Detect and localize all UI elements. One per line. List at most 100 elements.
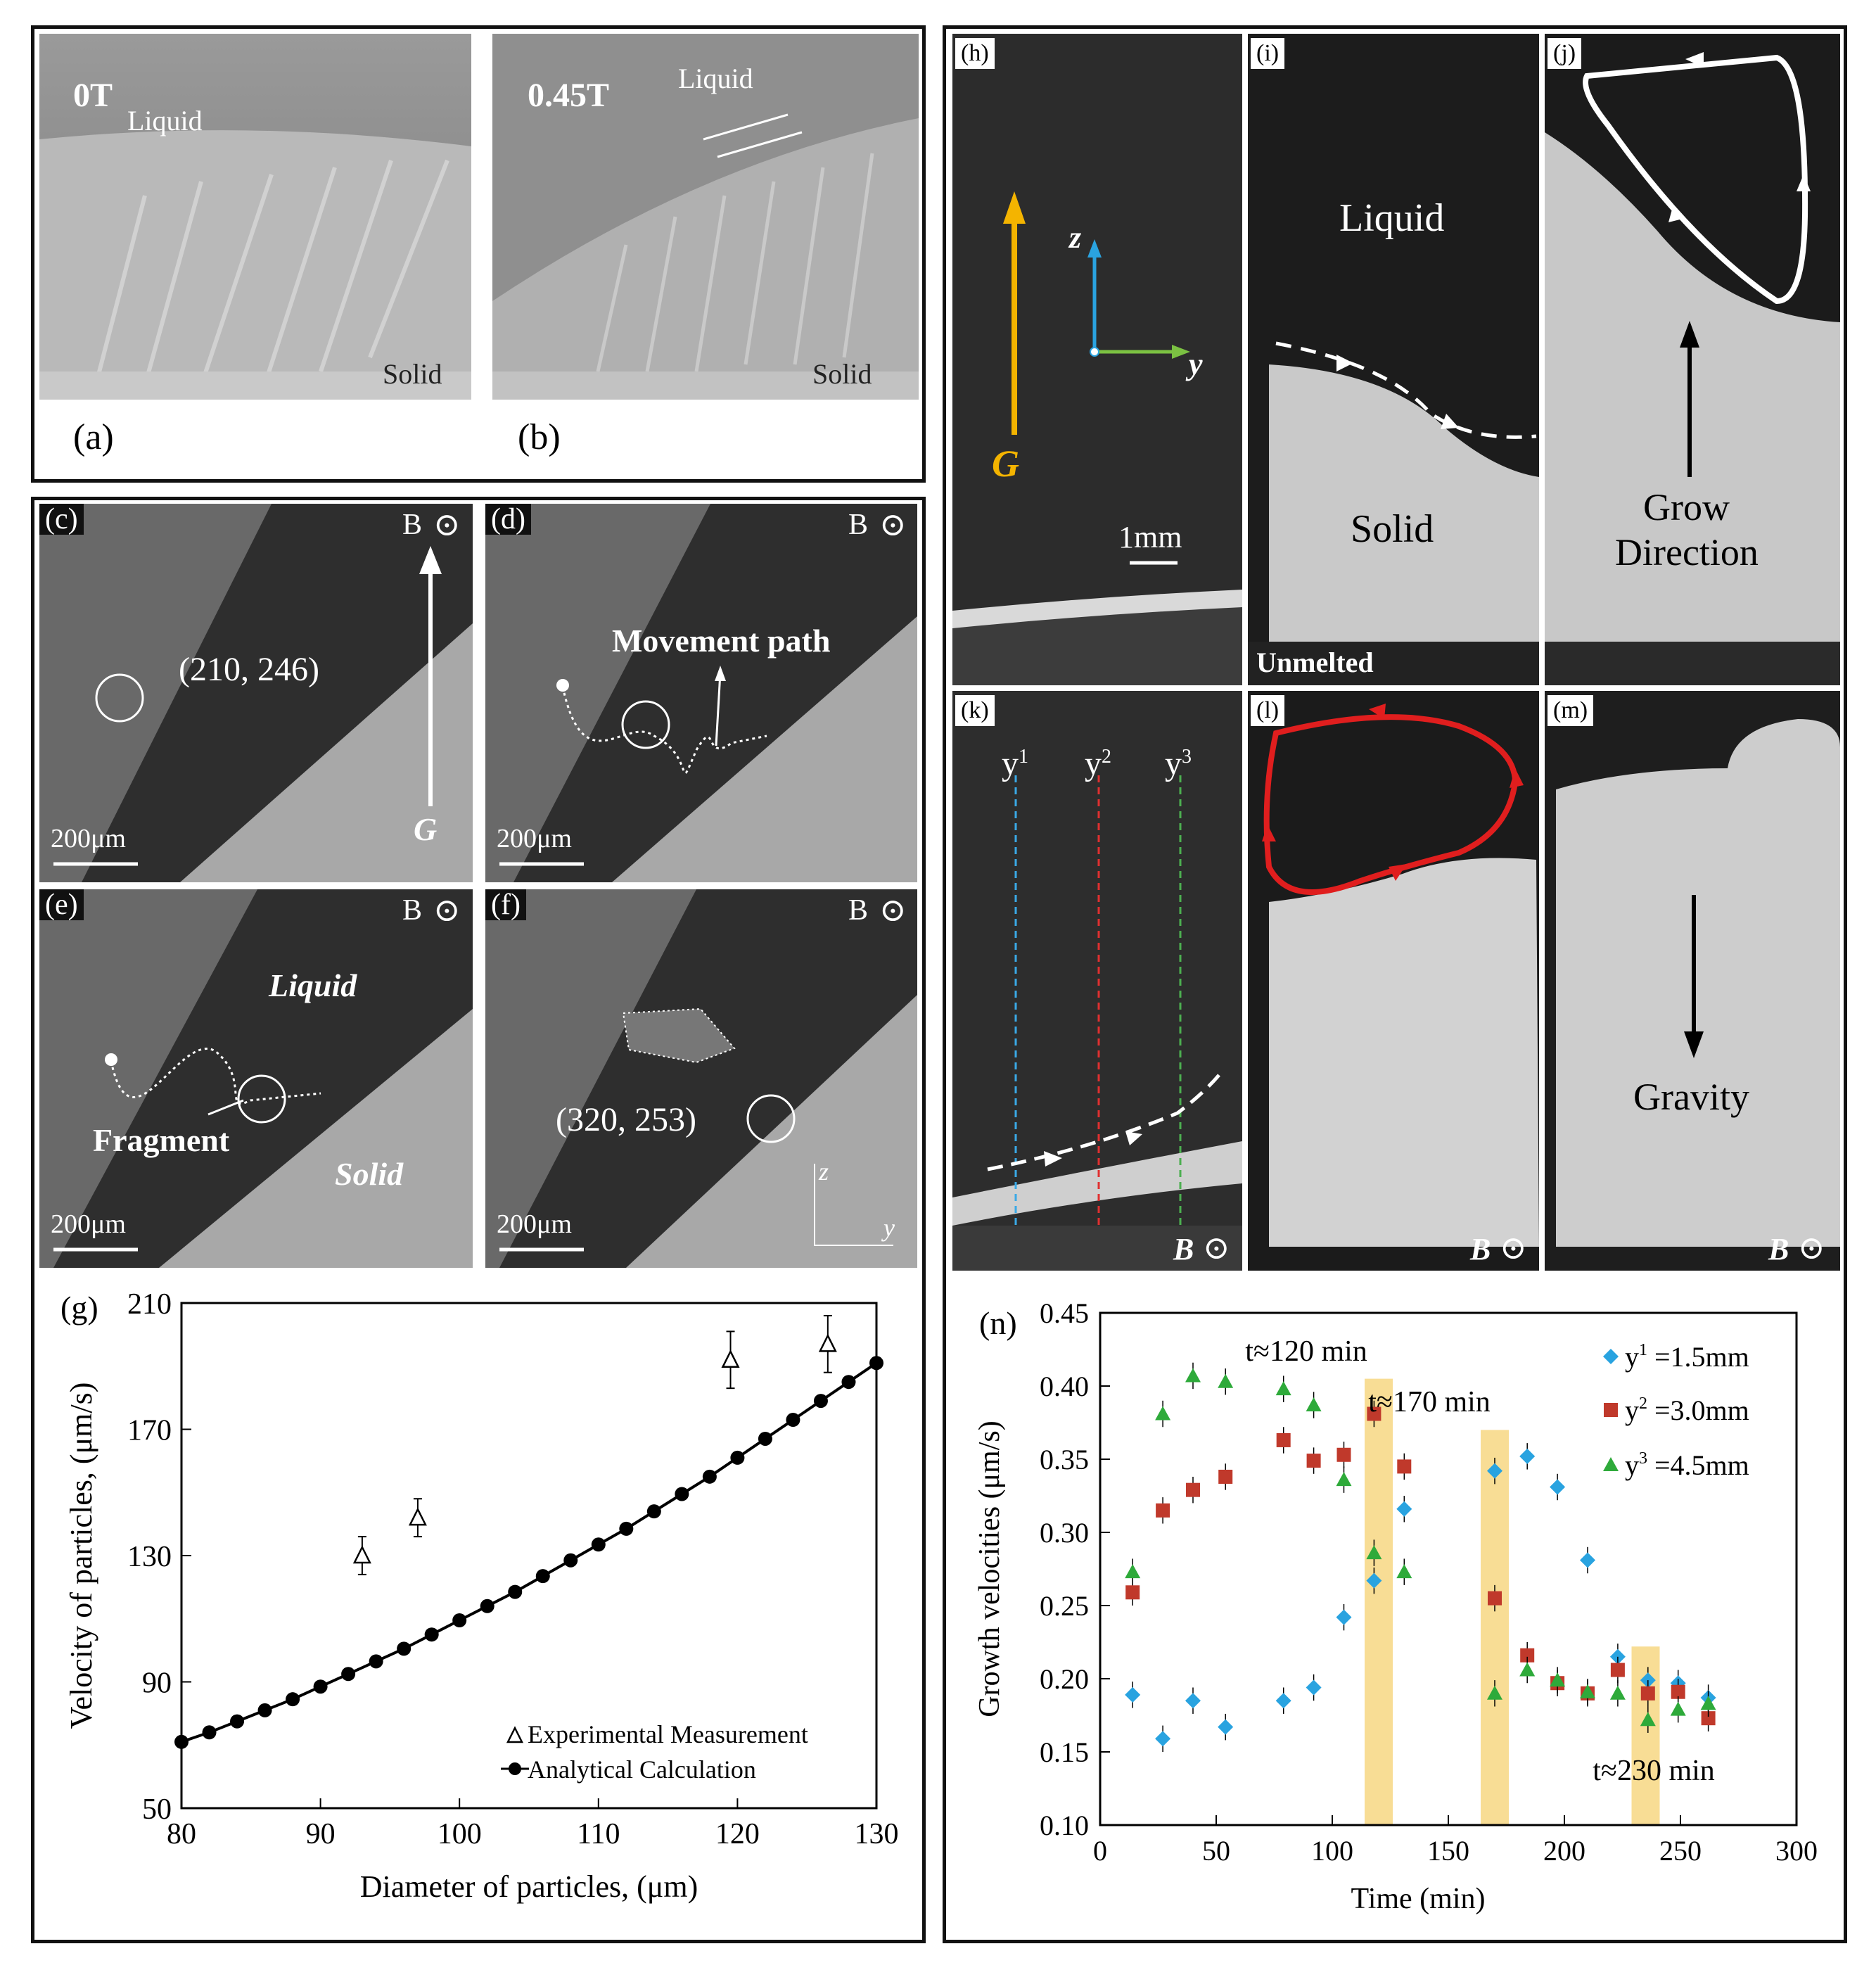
chart-n-y-tick-label: 0.45: [1040, 1297, 1089, 1329]
panel-l-b-symbol-icon: ⊙: [1500, 1230, 1527, 1266]
panel-c-scale: 200μm: [51, 824, 126, 853]
chart-n-x-tick-label: 300: [1775, 1835, 1818, 1867]
chart-n-legend-y2: y2 =3.0mm: [1625, 1394, 1749, 1426]
panel-e-liquid-label: Liquid: [269, 967, 357, 1003]
chart-n-y1-point: [1185, 1693, 1201, 1709]
panel-a-label: (a): [73, 417, 114, 457]
panel-d-b-field: B: [848, 509, 869, 541]
chart-n-x-tick-label: 250: [1659, 1835, 1702, 1867]
chart-g-calc-point: [341, 1667, 356, 1682]
chart-g-y-tick-label: 130: [127, 1541, 172, 1573]
panel-e-solid-label: Solid: [335, 1156, 404, 1192]
panel-e-image: (e) B ⊙ Liquid Fragment Solid 200μm: [39, 889, 473, 1268]
chart-g-x-tick-label: 90: [306, 1818, 336, 1850]
chart-g-y-tick-label: 170: [127, 1415, 172, 1447]
chart-g-calc-point: [675, 1487, 689, 1501]
chart-n-x-tick-label: 100: [1311, 1835, 1353, 1867]
chart-n-y-tick-label: 0.40: [1040, 1371, 1089, 1402]
chart-g-calc-point: [730, 1450, 745, 1465]
panel-c-micrograph: [39, 504, 473, 882]
chart-g-calc-point: [452, 1613, 467, 1627]
chart-g-legend-calc: Analytical Calculation: [528, 1755, 756, 1784]
chart-g-calc-point: [202, 1725, 217, 1740]
panel-f-label: (f): [485, 889, 526, 920]
panel-i-unmelted-label: Unmelted: [1256, 647, 1374, 678]
chart-n-y-tick-label: 0.30: [1040, 1517, 1089, 1549]
chart-g-calc-point: [841, 1375, 856, 1390]
chart-g-calc-point: [174, 1734, 189, 1749]
panel-m-gravity-label: Gravity: [1633, 1076, 1749, 1118]
chart-n-y2-point: [1276, 1432, 1291, 1447]
chart-n-y3-point: [1487, 1685, 1502, 1700]
panel-d-micrograph: [485, 504, 917, 882]
panel-b-field-label: 0.45T: [528, 77, 610, 114]
chart-g-panel-label: (g): [60, 1290, 98, 1326]
panel-m-micrograph: [1545, 691, 1840, 1271]
panel-b-liquid-label: Liquid: [678, 63, 753, 94]
chart-n-x-tick-label: 50: [1202, 1835, 1230, 1867]
panel-k-y2-label: y2: [1085, 745, 1111, 782]
chart-n-y1-point: [1519, 1448, 1536, 1464]
panel-j-label: (j): [1548, 38, 1582, 69]
chart-n-y3-point: [1670, 1701, 1686, 1716]
chart-g-calc-point: [813, 1394, 828, 1409]
chart-n-legend-y2-marker: [1604, 1403, 1618, 1417]
chart-n-y2-point: [1488, 1591, 1502, 1606]
chart-g-x-axis-label: Diameter of particles, (μm): [360, 1869, 698, 1904]
chart-n-annotation-170: t≈170 min: [1368, 1386, 1491, 1418]
chart-g-calc-point: [702, 1469, 717, 1484]
chart-n-y3-point: [1366, 1545, 1382, 1560]
panel-h-micrograph: [952, 34, 1242, 685]
panel-f-axis-y: y: [883, 1214, 895, 1242]
panel-e-b-field: B: [402, 894, 423, 927]
panel-k-micrograph: [952, 691, 1242, 1271]
panel-a-solid-label: Solid: [383, 358, 442, 390]
panel-f-image: (f) B ⊙ (320, 253) z y 200μm: [485, 889, 917, 1268]
chart-n-x-tick-label: 200: [1543, 1835, 1585, 1867]
panel-d-label: (d): [485, 504, 531, 535]
chart-g-calc-point: [230, 1714, 245, 1729]
chart-n-y3-point: [1550, 1672, 1566, 1687]
panel-i-liquid-label: Liquid: [1339, 196, 1445, 240]
chart-n-y3-point: [1580, 1684, 1595, 1698]
panel-e-b-symbol-icon: ⊙: [433, 892, 461, 928]
panel-k-image: (k) y1 y2 y3 B ⊙: [952, 691, 1242, 1271]
panel-m-b-symbol-icon: ⊙: [1798, 1230, 1825, 1266]
chart-n-y3-point: [1640, 1712, 1656, 1727]
chart-g-legend-calc-marker: [509, 1762, 521, 1775]
panel-h-label: (h): [955, 38, 995, 69]
chart-n-y1-point: [1155, 1731, 1171, 1747]
chart-n-y2-point: [1640, 1686, 1655, 1701]
chart-n-y3-point: [1700, 1696, 1716, 1710]
panel-c-coordinate: (210, 246): [179, 651, 319, 688]
chart-g-calc-point: [869, 1356, 883, 1371]
chart-n-y2-point: [1701, 1711, 1716, 1726]
chart-n-x-tick-label: 150: [1427, 1835, 1469, 1867]
chart-n-highlight-band: [1631, 1646, 1660, 1825]
chart-n-y2-point: [1367, 1406, 1382, 1421]
chart-n-y3-point: [1609, 1685, 1626, 1700]
panel-k-y3-label: y3: [1165, 745, 1192, 782]
chart-g-x-tick-label: 80: [167, 1818, 196, 1850]
panel-h-g-label: G: [992, 443, 1019, 485]
chart-n-y3-point: [1275, 1381, 1291, 1396]
chart-n-y2-point: [1218, 1469, 1233, 1484]
panel-l-image: (l) B ⊙: [1248, 691, 1539, 1271]
chart-n-y1-point: [1336, 1609, 1352, 1625]
chart-n-y1-point: [1580, 1552, 1595, 1568]
chart-n-y3-point: [1519, 1662, 1536, 1677]
panel-b-micrograph: [492, 34, 919, 400]
chart-g-x-tick-label: 100: [438, 1818, 482, 1850]
chart-n-x-tick-label: 0: [1093, 1835, 1107, 1867]
chart-g-calc-point: [619, 1521, 634, 1536]
panel-i-micrograph: [1248, 34, 1539, 685]
chart-n-y3-point: [1185, 1368, 1201, 1383]
chart-n-highlight-band: [1481, 1430, 1509, 1825]
panel-c-b-symbol-icon: ⊙: [433, 507, 461, 542]
panel-m-b-field: B: [1768, 1232, 1789, 1266]
panel-f-b-field: B: [848, 894, 869, 927]
chart-g-calc-point: [257, 1703, 272, 1717]
chart-n-legend-y1-marker: [1603, 1349, 1619, 1364]
panel-l-b-field: B: [1470, 1232, 1491, 1266]
chart-g-x-tick-label: 120: [715, 1818, 760, 1850]
